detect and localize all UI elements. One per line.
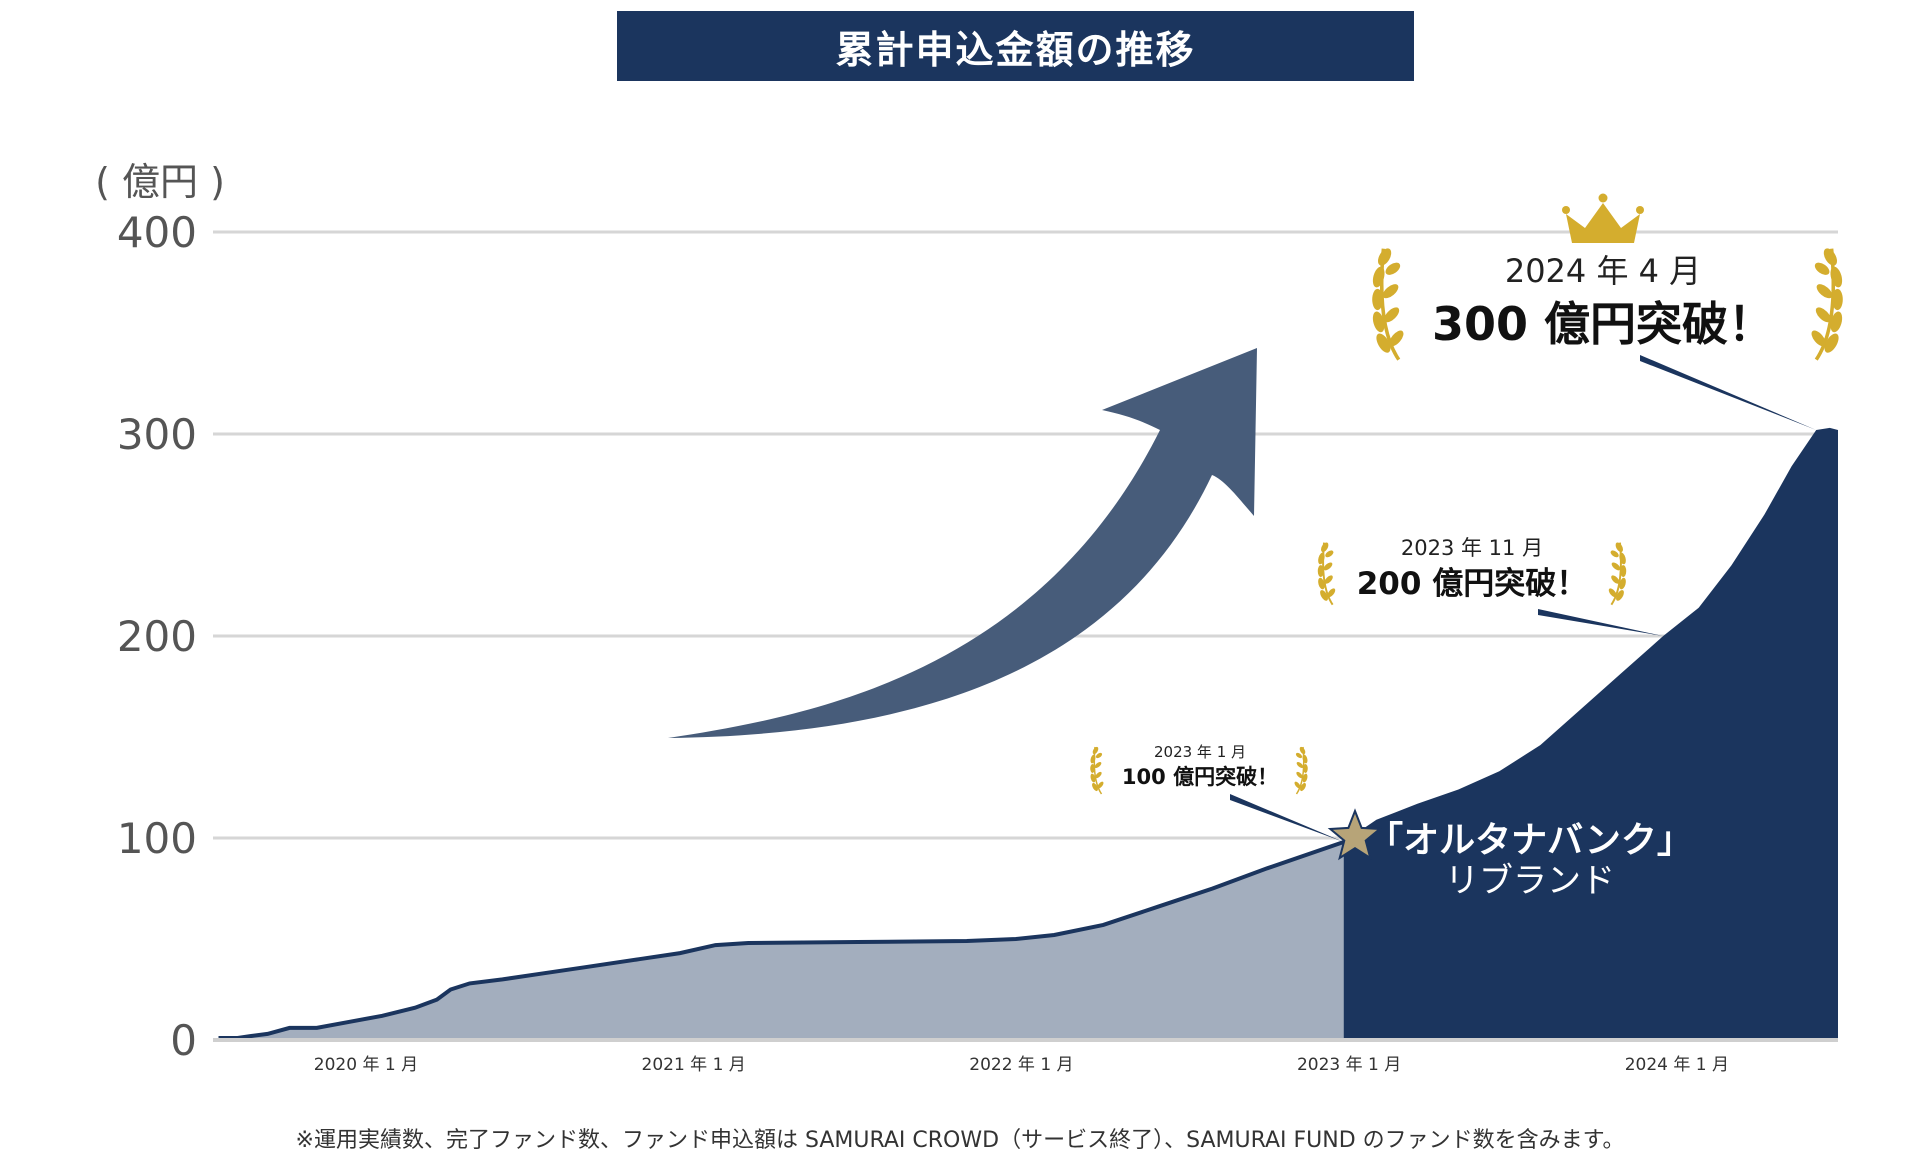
wreath-right-icon bbox=[1605, 540, 1629, 606]
chart-title-bar: 累計申込金額の推移 bbox=[617, 11, 1414, 81]
rebrand-label-subtitle: リブランド bbox=[1445, 861, 1615, 901]
crown-icon bbox=[1566, 203, 1640, 243]
milestone-date-0: 2023 年 1 月 bbox=[1154, 743, 1246, 761]
line-before-rebrand bbox=[218, 840, 1345, 1040]
y-tick-200: 200 bbox=[117, 612, 197, 661]
crown-jewel-right bbox=[1636, 206, 1644, 214]
x-tick-48: 2024 年 1 月 bbox=[1625, 1055, 1729, 1075]
milestone-pointer-2 bbox=[1640, 355, 1817, 430]
x-tick-36: 2023 年 1 月 bbox=[1297, 1055, 1401, 1075]
wreath-left-icon bbox=[1371, 246, 1406, 359]
x-tick-0: 2020 年 1 月 bbox=[314, 1055, 418, 1075]
x-tick-12: 2021 年 1 月 bbox=[642, 1055, 746, 1075]
crown-jewel-center bbox=[1598, 193, 1608, 203]
milestone-text-2: 300 億円突破！ bbox=[1432, 297, 1774, 351]
milestone-pointer-1 bbox=[1538, 609, 1664, 636]
y-tick-400: 400 bbox=[117, 208, 197, 257]
growth-arrow-icon bbox=[668, 348, 1257, 738]
wreath-right-icon bbox=[1809, 246, 1844, 359]
y-tick-0: 0 bbox=[170, 1016, 197, 1065]
milestone-date-2: 2024 年 4 月 bbox=[1505, 252, 1701, 290]
wreath-left-icon bbox=[1088, 745, 1106, 795]
y-tick-300: 300 bbox=[117, 410, 197, 459]
y-tick-100: 100 bbox=[117, 814, 197, 863]
milestone-pointer-0 bbox=[1230, 794, 1344, 843]
wreath-right-icon bbox=[1292, 745, 1310, 795]
milestone-text-1: 200 億円突破！ bbox=[1357, 566, 1588, 602]
area-before-rebrand bbox=[218, 842, 1344, 1040]
axes: 0 100 200 300 400 2020 年 1 月 2021 年 1 月 2022 年 … bbox=[117, 208, 1838, 1075]
chart-title: 累計申込金額の推移 bbox=[835, 27, 1196, 72]
area-after-rebrand bbox=[1343, 427, 1838, 1040]
x-tick-24: 2022 年 1 月 bbox=[969, 1055, 1073, 1075]
star-icon bbox=[1327, 808, 1383, 861]
milestone-annotations: 2023 年 1 月 100 億円突破！ 2023 年 11 月 200 億円突破！ 2… bbox=[1088, 246, 1845, 843]
y-axis-label: ( 億円 ) bbox=[95, 160, 225, 204]
area-series bbox=[218, 427, 1838, 1040]
footnote: ※運用実績数、完了ファンド数、ファンド申込額は SAMURAI CROWD（サー… bbox=[295, 1128, 1625, 1153]
wreath-left-icon bbox=[1315, 540, 1339, 606]
crown-jewel-left bbox=[1562, 206, 1570, 214]
milestone-date-1: 2023 年 11 月 bbox=[1401, 536, 1543, 560]
milestone-text-0: 100 億円突破！ bbox=[1122, 765, 1278, 789]
rebrand-label-title: 「オルタナバンク」 bbox=[1367, 820, 1693, 861]
